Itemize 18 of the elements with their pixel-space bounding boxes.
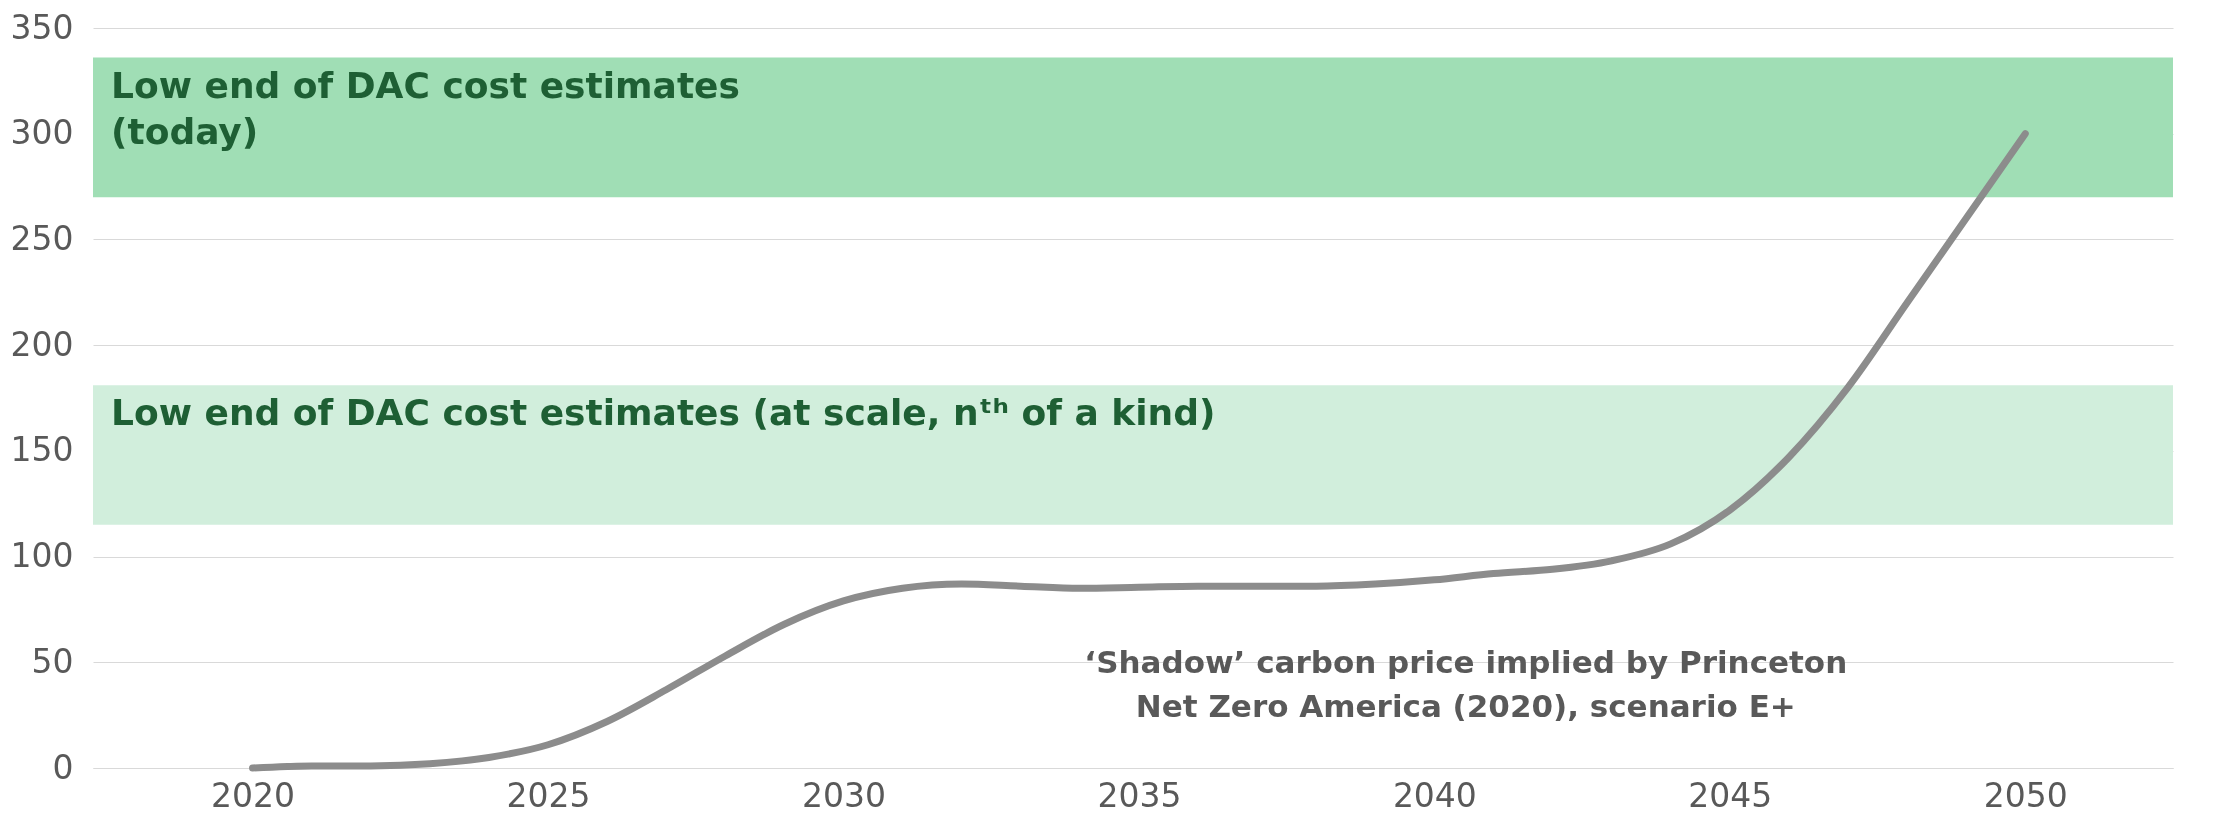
x-tick-label: 2030 bbox=[801, 775, 886, 815]
y-tick-label: 250 bbox=[10, 218, 74, 258]
x-tick-label: 2040 bbox=[1392, 775, 1477, 815]
x-tick-label: 2020 bbox=[211, 775, 296, 815]
y-tick-label: 50 bbox=[31, 641, 74, 681]
y-tick-label: 200 bbox=[10, 324, 74, 364]
x-tick-label: 2025 bbox=[506, 775, 591, 815]
y-tick-label: 100 bbox=[10, 536, 74, 576]
y-tick-label: 350 bbox=[10, 7, 74, 47]
y-tick-label: 300 bbox=[10, 113, 74, 153]
band-label: Low end of DAC cost estimates (today) bbox=[111, 64, 740, 152]
y-tick-label: 0 bbox=[52, 747, 74, 787]
x-tick-label: 2045 bbox=[1688, 775, 1773, 815]
x-tick-label: 2035 bbox=[1097, 775, 1182, 815]
y-tick-label: 150 bbox=[10, 430, 74, 470]
band-label: Low end of DAC cost estimates (at scale, nᵗʰ of a kind) bbox=[111, 392, 1216, 434]
x-tick-label: 2050 bbox=[1983, 775, 2068, 815]
annotation: ‘Shadow’ carbon price implied by Princeton Net Zero America (2020), scenario E+ bbox=[1084, 644, 1848, 725]
